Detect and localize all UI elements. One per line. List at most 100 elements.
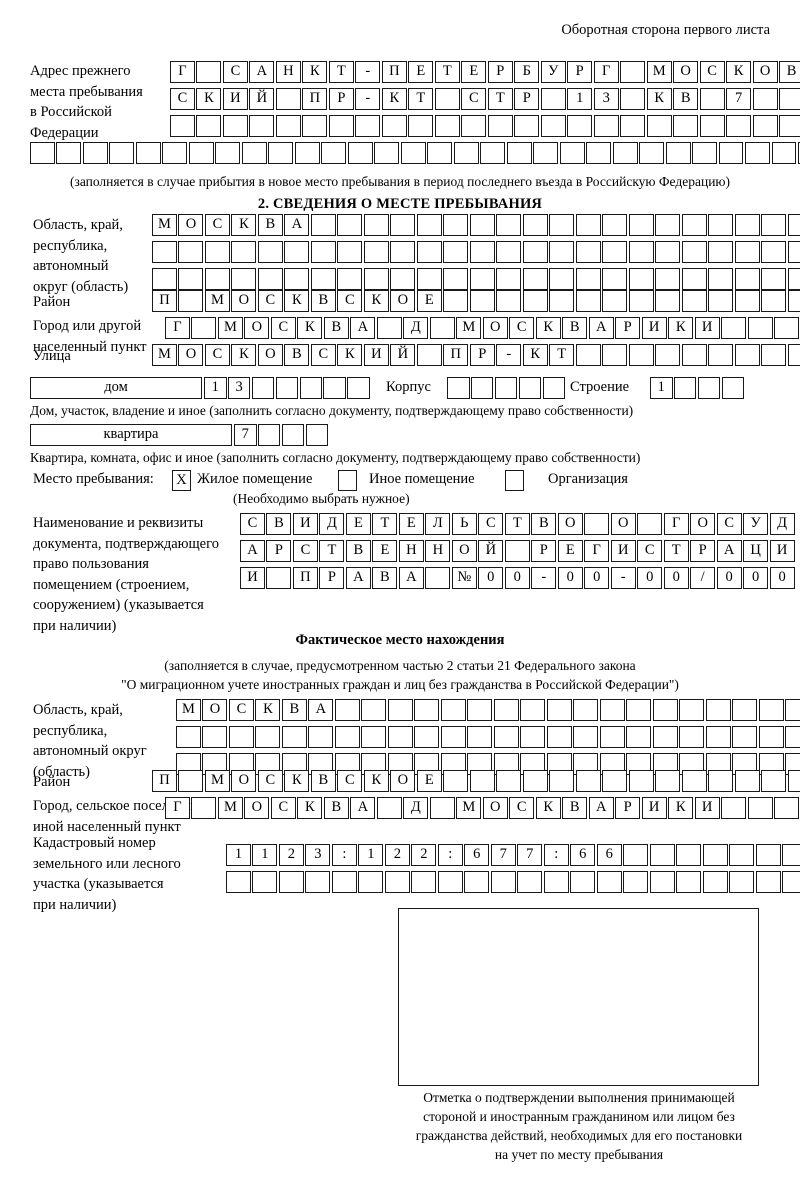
cadastre-row-1-cell[interactable]: : [437, 844, 463, 866]
prev-address-row-1-cell[interactable]: Т [328, 61, 354, 83]
region-row-2-cell[interactable] [178, 241, 204, 263]
cadastre-row-2-cell[interactable] [782, 871, 800, 893]
actual-district-row-cell[interactable] [496, 770, 522, 792]
prev-address-row-1-cell[interactable]: В [779, 61, 800, 83]
actual-district-row-cell[interactable] [655, 770, 681, 792]
prev-address-row-4-cell[interactable] [56, 142, 82, 164]
city-row-cell[interactable]: К [535, 317, 561, 339]
actual-city-row-cell[interactable] [376, 797, 402, 819]
korpus-cells[interactable] [447, 377, 566, 399]
prev-address-row-1-cell[interactable]: Г [170, 61, 195, 83]
prev-address-row-2-cell[interactable]: К [381, 88, 407, 110]
cadastre-row-1-cell[interactable] [702, 844, 728, 866]
prev-address-row-2-cell[interactable] [699, 88, 725, 110]
stay-option-other-checkbox[interactable] [338, 470, 357, 491]
district-row-cell[interactable] [575, 290, 601, 312]
actual-region-row-2-cell[interactable] [387, 726, 413, 748]
city-row-cell[interactable]: М [217, 317, 243, 339]
district-row-cell[interactable]: О [231, 290, 257, 312]
district-row-cell[interactable] [602, 290, 628, 312]
actual-district-row-cell[interactable]: С [337, 770, 363, 792]
document-row-2-cell[interactable]: Е [557, 540, 583, 562]
street-row-cell[interactable]: К [337, 344, 363, 366]
actual-city-row-cell[interactable]: С [509, 797, 535, 819]
actual-district-row-cell[interactable]: П [152, 770, 177, 792]
city-row-cell[interactable]: А [350, 317, 376, 339]
actual-region-row-2-cell[interactable] [732, 726, 758, 748]
prev-address-row-1-cell[interactable]: Е [408, 61, 434, 83]
actual-region-row-1-cell[interactable] [546, 699, 572, 721]
confirmation-stamp-box[interactable] [398, 908, 759, 1086]
prev-address-row-2-cell[interactable]: 3 [593, 88, 619, 110]
document-row-2-cell[interactable]: Н [398, 540, 424, 562]
cadastre-row-2-cell[interactable] [411, 871, 437, 893]
document-row-1-cell[interactable]: Е [398, 513, 424, 535]
region-row-2-cell[interactable] [231, 241, 257, 263]
region-row-3-cell[interactable] [734, 268, 760, 290]
cadastre-row-1-cell[interactable]: 2 [411, 844, 437, 866]
actual-region-row-2-cell[interactable] [652, 726, 678, 748]
region-row-3-cell[interactable] [496, 268, 522, 290]
cadastre-row-2-cell[interactable] [570, 871, 596, 893]
street-row-cell[interactable] [734, 344, 760, 366]
prev-address-row-2-cell[interactable]: Р [328, 88, 354, 110]
region-row-3-cell[interactable] [310, 268, 336, 290]
region-row-2-cell[interactable] [575, 241, 601, 263]
prev-address-row-4-cell[interactable] [135, 142, 161, 164]
cadastre-row-2[interactable] [226, 871, 800, 893]
cadastre-row-2-cell[interactable] [517, 871, 543, 893]
city-row-cell[interactable]: О [244, 317, 270, 339]
document-row-3-cell[interactable]: № [451, 567, 477, 589]
document-row-3-cell[interactable]: 0 [557, 567, 583, 589]
document-row-3-cell[interactable]: 0 [478, 567, 504, 589]
actual-region-row-3[interactable] [176, 753, 800, 775]
region-row-1-cell[interactable]: В [257, 214, 283, 236]
prev-address-row-1-cell[interactable]: П [381, 61, 407, 83]
prev-address-row-1-cell[interactable]: О [673, 61, 699, 83]
cadastre-row-1-cell[interactable]: 7 [490, 844, 516, 866]
flat-cells[interactable]: 7 [234, 424, 330, 446]
prev-address-row-3-cell[interactable] [170, 115, 195, 137]
korpus-cells-cell[interactable] [447, 377, 470, 399]
street-row-cell[interactable] [628, 344, 654, 366]
city-row-cell[interactable] [376, 317, 402, 339]
region-row-2-cell[interactable] [284, 241, 310, 263]
region-row-1-cell[interactable] [655, 214, 681, 236]
document-row-2-cell[interactable]: С [292, 540, 318, 562]
actual-district-row-cell[interactable] [178, 770, 204, 792]
actual-city-row-cell[interactable]: С [270, 797, 296, 819]
cadastre-row-2-cell[interactable] [305, 871, 331, 893]
district-row-cell[interactable]: С [257, 290, 283, 312]
prev-address-row-3-cell[interactable] [461, 115, 487, 137]
region-row-2-cell[interactable] [628, 241, 654, 263]
document-row-1-cell[interactable] [637, 513, 663, 535]
document-row-1-cell[interactable]: С [478, 513, 504, 535]
city-row-cell[interactable] [747, 317, 773, 339]
prev-address-row-1-cell[interactable]: Г [593, 61, 619, 83]
prev-address-row-3-cell[interactable] [620, 115, 646, 137]
region-row-1-cell[interactable] [390, 214, 416, 236]
prev-address-row-4-cell[interactable] [400, 142, 426, 164]
prev-address-row-1-cell[interactable]: Р [567, 61, 593, 83]
document-row-1-cell[interactable]: В [266, 513, 292, 535]
region-row-1-cell[interactable] [469, 214, 495, 236]
korpus-cells-cell[interactable] [494, 377, 518, 399]
region-row-1-cell[interactable] [575, 214, 601, 236]
prev-address-row-1-cell[interactable]: К [302, 61, 328, 83]
document-row-3-cell[interactable]: - [531, 567, 557, 589]
prev-address-row-1-cell[interactable]: У [540, 61, 566, 83]
actual-region-row-1-cell[interactable] [440, 699, 466, 721]
prev-address-row-1-cell[interactable]: Р [487, 61, 513, 83]
region-row-1-cell[interactable] [734, 214, 760, 236]
prev-address-row-4[interactable] [30, 142, 800, 164]
cadastre-row-1-cell[interactable] [623, 844, 649, 866]
actual-city-row-cell[interactable]: И [694, 797, 720, 819]
city-row-cell[interactable]: Д [403, 317, 429, 339]
region-row-3-cell[interactable] [655, 268, 681, 290]
street-row-cell[interactable]: С [310, 344, 336, 366]
prev-address-row-3-cell[interactable] [302, 115, 328, 137]
prev-address-row-2-cell[interactable]: С [461, 88, 487, 110]
